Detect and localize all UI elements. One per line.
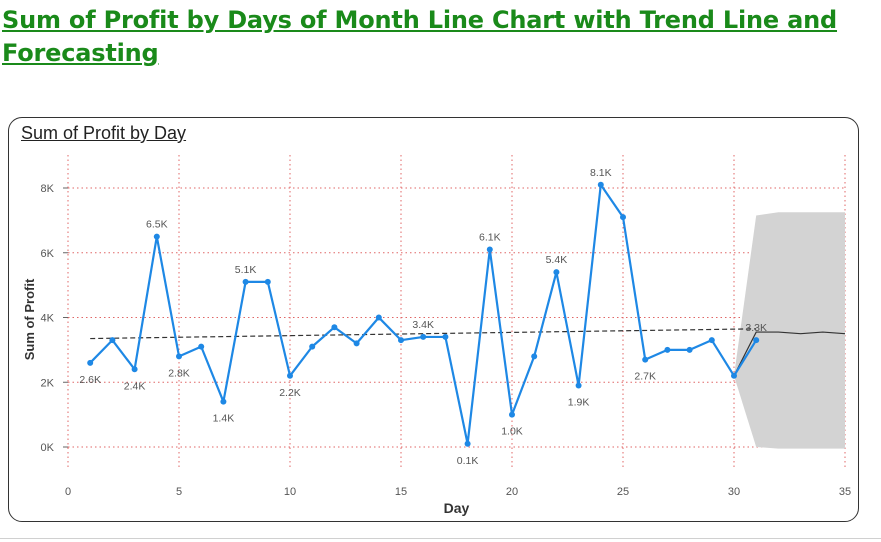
data-point	[642, 357, 648, 363]
line-layer	[87, 182, 759, 447]
data-point	[620, 214, 626, 220]
data-point	[598, 182, 604, 188]
profit-series-line	[90, 185, 756, 444]
y-tick-label: 2K	[41, 377, 55, 389]
data-label: 3.4K	[412, 319, 434, 331]
axis-layer: 0K 2K 4K 6K 8K 0 5 10 15 20 25 30 35 Day Sum of Profit	[22, 183, 851, 516]
data-point	[287, 373, 293, 379]
x-tick-label: 15	[395, 486, 407, 498]
data-point	[331, 324, 337, 330]
data-point	[709, 337, 715, 343]
data-point	[487, 247, 493, 253]
grid-layer	[68, 155, 845, 470]
data-point	[154, 234, 160, 240]
y-tick-label: 6K	[41, 248, 55, 260]
data-point	[243, 279, 249, 285]
data-label: 1.0K	[501, 426, 523, 438]
data-point	[198, 344, 204, 350]
data-point	[576, 382, 582, 388]
data-label: 3.3K	[745, 322, 767, 334]
y-tick-label: 8K	[41, 183, 55, 195]
x-tick-label: 30	[728, 486, 740, 498]
data-label: 2.8K	[168, 367, 190, 379]
data-point	[87, 360, 93, 366]
x-axis-title: Day	[444, 500, 470, 516]
data-label: 5.1K	[235, 264, 257, 276]
data-point	[354, 340, 360, 346]
y-tick-label: 0K	[41, 442, 55, 454]
data-point	[376, 315, 382, 321]
data-point	[398, 337, 404, 343]
data-point	[442, 334, 448, 340]
data-point	[420, 334, 426, 340]
data-label: 2.2K	[279, 387, 301, 399]
data-point	[664, 347, 670, 353]
label-layer: 2.6K 2.4K 6.5K 2.8K 1.4K 5.1K 2.2K 3.4K 0.1K 6.1K…	[79, 167, 767, 467]
data-label: 0.1K	[457, 455, 479, 467]
data-point	[753, 337, 759, 343]
data-point	[531, 353, 537, 359]
data-label: 6.5K	[146, 219, 168, 231]
data-point	[132, 366, 138, 372]
x-tick-label: 0	[65, 486, 71, 498]
x-tick-label: 5	[176, 486, 182, 498]
data-point	[265, 279, 271, 285]
data-label: 8.1K	[590, 167, 612, 179]
data-point	[731, 373, 737, 379]
bottom-divider	[0, 538, 881, 539]
x-tick-label: 35	[839, 486, 851, 498]
data-point	[109, 337, 115, 343]
data-label: 2.6K	[79, 374, 101, 386]
data-point	[220, 399, 226, 405]
x-tick-label: 10	[284, 486, 296, 498]
data-label: 2.7K	[634, 371, 656, 383]
data-label: 6.1K	[479, 232, 501, 244]
data-point	[509, 412, 515, 418]
y-tick-label: 4K	[41, 313, 55, 325]
x-tick-label: 20	[506, 486, 518, 498]
data-point	[553, 269, 559, 275]
data-point	[465, 441, 471, 447]
data-label: 1.4K	[213, 413, 235, 425]
data-point	[176, 353, 182, 359]
y-axis-title: Sum of Profit	[22, 278, 37, 360]
data-point	[687, 347, 693, 353]
data-label: 1.9K	[568, 396, 590, 408]
data-label: 5.4K	[546, 254, 568, 266]
data-point	[309, 344, 315, 350]
data-label: 2.4K	[124, 380, 146, 392]
x-tick-label: 25	[617, 486, 629, 498]
